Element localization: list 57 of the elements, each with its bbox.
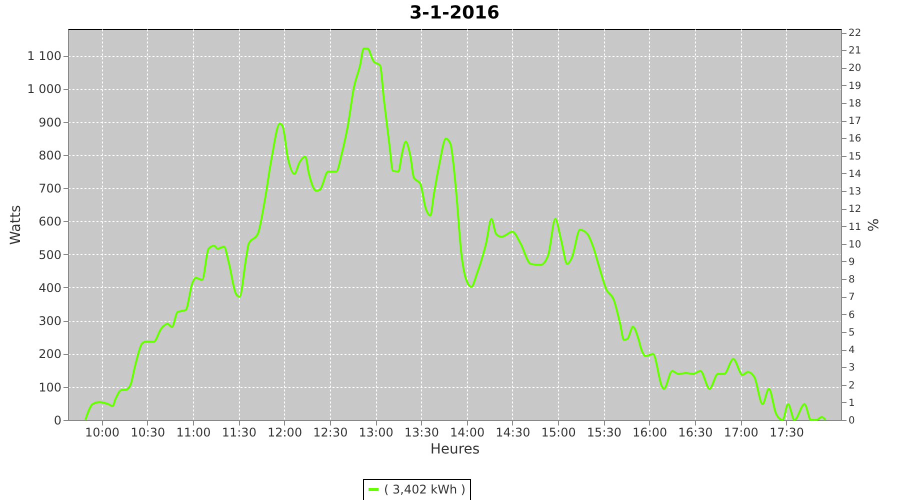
line-series [84,48,826,421]
y2-tick-label: 16 [848,134,862,145]
y2-tick-label: 1 [848,398,855,409]
y2-tick-label: 18 [848,98,862,110]
y2-tick-label: 2 [848,380,855,392]
x-tick-label: 14:30 [496,426,530,440]
y-tick-label: 900 [38,115,62,130]
x-tick-label: 10:00 [84,426,120,440]
y2-tick-label: 7 [848,292,855,304]
x-tick-label: 12:30 [313,426,348,440]
y2-tick-label: 22 [848,28,862,40]
y2-tick-label: 19 [848,80,862,92]
x-tick-label: 14:00 [450,426,485,440]
y-tick-label: 300 [38,314,62,328]
y2-tick-label: 5 [848,327,855,338]
x-tick-label: 10:30 [130,426,166,440]
y2-tick-label: 0 [848,416,855,426]
x-tick-label: 16:00 [632,426,668,440]
chart-title: 3-1-2016 [409,2,500,24]
y2-tick-label: 11 [848,222,862,233]
y2-tick-label: 8 [848,274,855,286]
x-tick-label: 15:00 [541,426,576,440]
y2-tick-label: 17 [848,116,862,128]
x-tick-label: 17:00 [724,426,758,440]
y2-tick-label: 14 [848,168,862,180]
x-tick-label: 15:30 [586,426,622,440]
y2-tick-label: 12 [848,204,862,216]
y-tick-label: 200 [38,347,62,362]
y2-tick-label: 20 [848,63,862,74]
y2-tick-label: 13 [848,186,862,198]
y2-tick-label: 15 [848,151,862,162]
y2-tick-label: 9 [848,256,855,268]
y2-tick-label: 21 [848,46,862,57]
legend-label: ( 3,402 kWh ) [384,482,466,496]
y2-tick-label: 3 [848,362,855,374]
y-tick-label: 800 [38,148,62,162]
x-tick-label: 17:30 [769,426,804,440]
y-axis-title: Watts [8,205,24,245]
y-tick-label: 100 [38,380,62,394]
x-tick-label: 12:00 [267,426,302,440]
y-tick-label: 1 100 [27,49,62,64]
y-tick-label: 700 [38,182,62,196]
y2-tick-label: 6 [848,310,855,321]
y-tick-label: 400 [38,280,62,295]
x-tick-label: 16:30 [678,426,713,440]
y2-axis-title: % [864,218,880,232]
y-tick-label: 600 [38,214,62,229]
x-tick-label: 13:00 [358,426,394,440]
y-tick-label: 0 [54,414,62,428]
x-tick-label: 13:30 [404,426,439,440]
x-axis-title: Heures [430,442,480,458]
y-tick-label: 1 000 [27,82,62,96]
y2-tick-label: 10 [848,239,862,250]
y2-tick-label: 4 [848,345,855,356]
y-tick-label: 500 [38,248,62,262]
x-tick-label: 11:00 [176,426,211,440]
x-tick-label: 11:30 [222,426,256,440]
